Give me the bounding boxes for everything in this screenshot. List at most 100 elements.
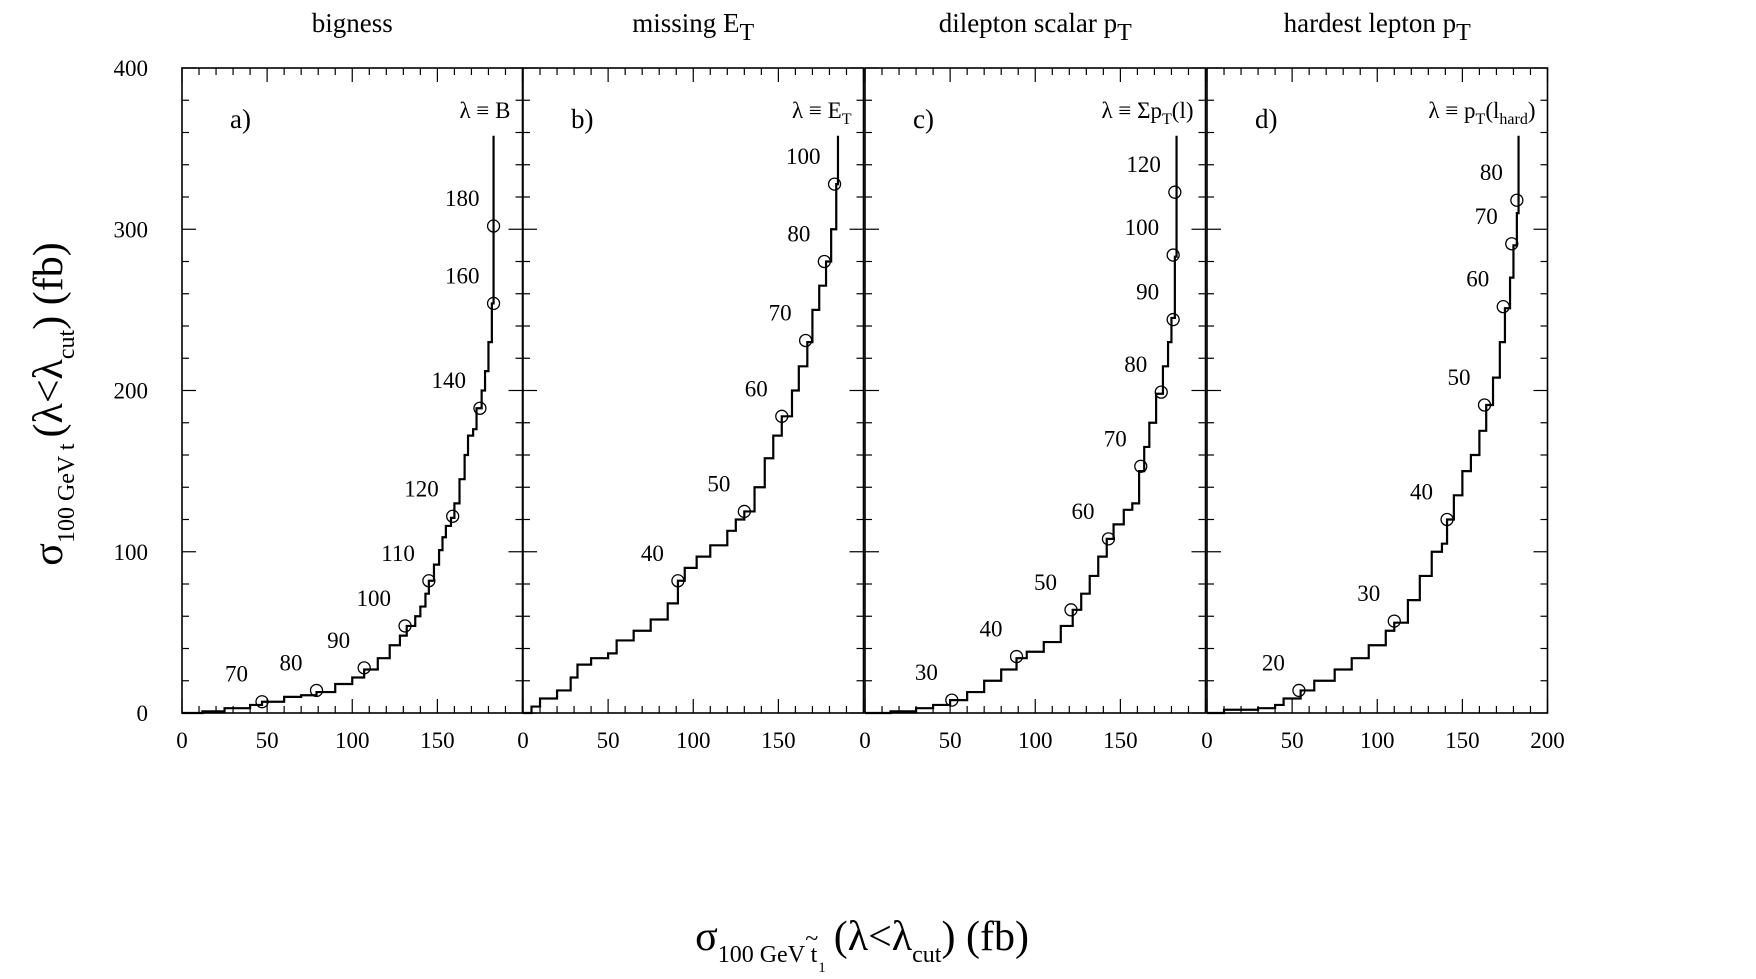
lambda-label-sub2: hard [1499, 111, 1527, 128]
cut-marker [1496, 299, 1510, 314]
y-tick-label: 100 [114, 540, 149, 565]
lambda-label-sub: T [842, 111, 852, 128]
cut-marker [1292, 683, 1306, 698]
cut-marker [1510, 193, 1524, 207]
panel-title-text: hardest lepton p [1284, 8, 1456, 38]
cut-marker [1387, 614, 1401, 628]
lambda-label-text: λ ≡ B [460, 98, 511, 123]
cut-marker [1440, 512, 1454, 527]
x-axis-title: σ100 GeV t~1 (λ<λcut) (fb) [695, 914, 1029, 976]
lambda-label: λ ≡ ET [792, 98, 852, 128]
cut-marker [486, 296, 501, 311]
cut-label: 60 [1071, 499, 1094, 524]
panel-tag: b) [571, 104, 594, 134]
y-tick-label: 400 [114, 56, 149, 81]
cut-marker [1505, 237, 1519, 251]
panel-title-text: bigness [312, 8, 393, 38]
x-tick-label: 100 [1018, 728, 1053, 753]
panel-title-text: dilepton scalar p [939, 8, 1117, 38]
x-tick-label: 200 [1530, 728, 1565, 753]
cut-marker [737, 504, 751, 519]
x-title-rest: (λ<λ [834, 914, 913, 960]
cut-marker [1168, 185, 1182, 199]
x-tick-label: 0 [176, 728, 188, 753]
cut-label: 80 [787, 222, 810, 247]
svg-text:σ100 GeV t(λ<λcut) (fb): σ100 GeV t (λ<λcut) (fb) [26, 242, 80, 565]
cut-label: 50 [707, 471, 730, 496]
y-axis-title: σ100 GeV t (λ<λcut) (fb) [26, 242, 80, 565]
cut-label: 70 [769, 301, 792, 326]
y-tick-label: 300 [114, 217, 149, 242]
x-title-sub2: cut [912, 942, 942, 968]
cut-label: 100 [786, 144, 821, 169]
y-title-main: σ [26, 543, 72, 566]
cut-label: 160 [445, 263, 480, 288]
cut-label: 50 [1034, 570, 1057, 595]
lambda-label: λ ≡ pT(lhard) [1428, 98, 1535, 128]
cut-label: 70 [1475, 204, 1498, 229]
cut-label: 180 [445, 186, 480, 211]
x-tick-label: 150 [761, 728, 796, 753]
y-title-rest: (λ<λ [26, 358, 72, 437]
panel-a: 0 50 100 150 0 100 200 300 400 bigness a) λ ≡ B 70 80… [114, 8, 524, 753]
panel-tag: a) [230, 104, 251, 134]
cut-label: 120 [1126, 152, 1161, 177]
panel-d: 0 50 100 150 200 hardest lepton p Td) λ ≡ pT(lh… [1201, 8, 1565, 753]
cut-label: 120 [404, 476, 439, 501]
x-tick-label: 150 [1445, 728, 1480, 753]
cut-marker [1154, 385, 1168, 399]
cut-marker [309, 683, 324, 698]
cut-label: 20 [1262, 650, 1285, 675]
cut-label: 60 [1466, 267, 1489, 292]
x-tick-label: 0 [1201, 728, 1213, 753]
cut-marker [1134, 459, 1148, 473]
lambda-label-mid: (l [1485, 98, 1499, 123]
lambda-label-sub: T [1476, 111, 1486, 128]
x-title-sub-sub: 1 [818, 960, 826, 976]
cut-marker [1064, 603, 1078, 617]
cut-marker [798, 333, 813, 348]
data-curve [182, 135, 495, 715]
lambda-label-sub: T [1162, 111, 1172, 128]
cut-marker [1166, 248, 1180, 262]
x-tick-label: 100 [1360, 728, 1395, 753]
panel-tag: d) [1255, 104, 1278, 134]
x-tick-label: 100 [335, 728, 370, 753]
panels-group: 0 50 100 150 0 100 200 300 400 bigness a) λ ≡ B 70 80… [114, 8, 1565, 753]
cut-label: 110 [381, 541, 415, 566]
plot-frame [181, 67, 524, 714]
panel-title: bigness [312, 8, 393, 38]
x-tick-label: 150 [1103, 728, 1138, 753]
lambda-label-text: λ ≡ p [1428, 98, 1475, 123]
x-tick-label: 100 [676, 728, 711, 753]
cut-marker [1101, 532, 1116, 546]
panel-tag: c) [913, 104, 934, 134]
lambda-label: λ ≡ B [460, 98, 511, 123]
x-title-main: σ [695, 914, 718, 960]
x-tick-label: 50 [939, 728, 962, 753]
cut-marker [357, 661, 371, 675]
lambda-label-end: ) [1528, 98, 1536, 123]
y-title-end: ) (fb) [26, 242, 72, 329]
cut-label: 80 [1124, 352, 1147, 377]
cut-label: 50 [1448, 365, 1471, 390]
cut-label: 40 [1410, 480, 1433, 505]
cut-marker [422, 574, 436, 588]
x-title-sub: 100 GeV t [718, 942, 818, 968]
y-tick-label: 200 [114, 379, 149, 404]
x-tick-label: 50 [256, 728, 279, 753]
cut-marker [1166, 312, 1180, 327]
x-title-end: ) (fb) [941, 914, 1028, 960]
cut-marker [255, 695, 269, 709]
y-title-sub2: cut [54, 329, 80, 359]
panel-title: dilepton scalar pT [939, 8, 1132, 46]
cut-marker [486, 219, 501, 233]
cut-label: 60 [745, 376, 768, 401]
cut-marker [1477, 398, 1492, 412]
x-tick-label: 50 [1281, 728, 1304, 753]
cut-label: 80 [1480, 160, 1503, 185]
lambda-label-text: λ ≡ Σp [1101, 98, 1162, 123]
